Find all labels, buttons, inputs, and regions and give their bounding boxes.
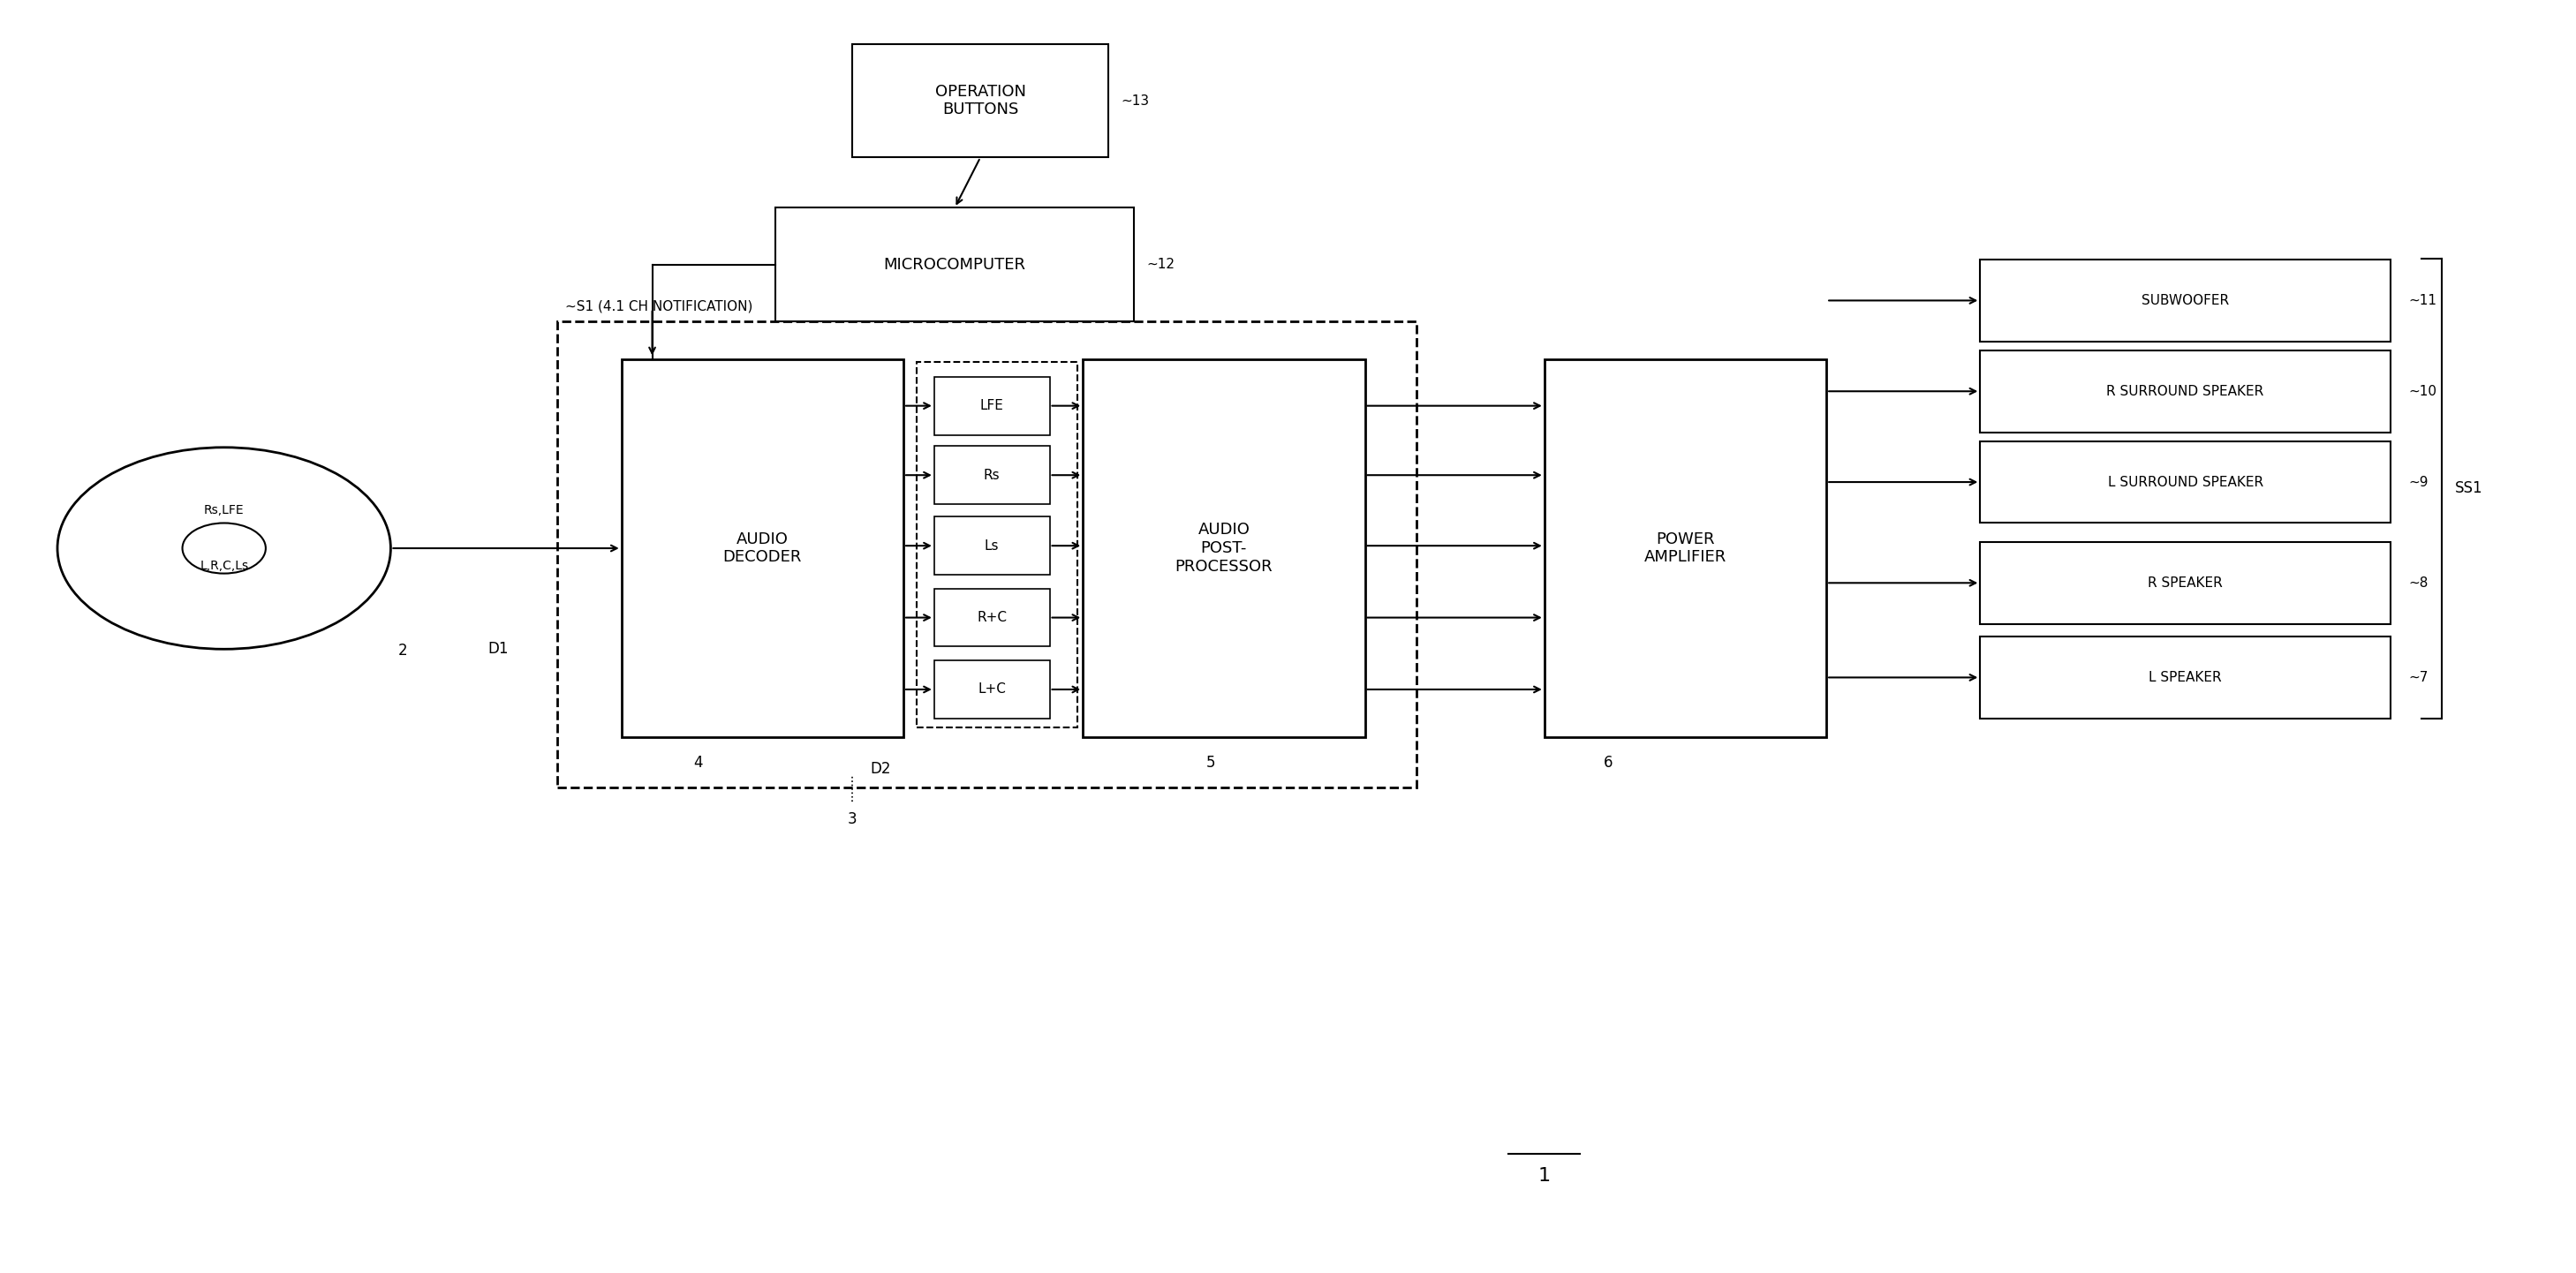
FancyBboxPatch shape — [1082, 359, 1365, 737]
FancyBboxPatch shape — [1546, 359, 1826, 737]
Ellipse shape — [183, 523, 265, 573]
Text: D2: D2 — [871, 761, 891, 777]
FancyBboxPatch shape — [1981, 350, 2391, 433]
FancyBboxPatch shape — [935, 517, 1048, 574]
Text: ~9: ~9 — [2409, 475, 2429, 489]
FancyBboxPatch shape — [775, 207, 1133, 321]
FancyBboxPatch shape — [621, 359, 904, 737]
Text: R SURROUND SPEAKER: R SURROUND SPEAKER — [2107, 384, 2264, 398]
Text: L,R,C,Ls: L,R,C,Ls — [201, 560, 247, 572]
Text: OPERATION
BUTTONS: OPERATION BUTTONS — [935, 84, 1025, 118]
Text: AUDIO
DECODER: AUDIO DECODER — [724, 531, 801, 565]
Text: ~13: ~13 — [1121, 94, 1149, 107]
Text: 4: 4 — [693, 755, 703, 770]
FancyBboxPatch shape — [935, 377, 1048, 435]
Text: SUBWOOFER: SUBWOOFER — [2141, 294, 2228, 307]
Text: Ls: Ls — [984, 538, 999, 552]
Text: 5: 5 — [1206, 755, 1216, 770]
Text: 2: 2 — [399, 643, 407, 658]
Text: D1: D1 — [487, 642, 507, 657]
FancyBboxPatch shape — [935, 446, 1048, 504]
Text: R SPEAKER: R SPEAKER — [2148, 577, 2223, 589]
Text: Rs: Rs — [984, 468, 999, 481]
Text: L SPEAKER: L SPEAKER — [2148, 671, 2221, 684]
Text: L+C: L+C — [979, 682, 1007, 696]
Text: 6: 6 — [1605, 755, 1613, 770]
Text: ~8: ~8 — [2409, 577, 2429, 589]
Text: ~7: ~7 — [2409, 671, 2429, 684]
FancyBboxPatch shape — [1981, 260, 2391, 341]
Text: Rs,LFE: Rs,LFE — [204, 504, 245, 517]
Text: ~12: ~12 — [1146, 258, 1175, 271]
FancyBboxPatch shape — [1981, 440, 2391, 523]
FancyBboxPatch shape — [1981, 636, 2391, 718]
Text: ~S1 (4.1 CH NOTIFICATION): ~S1 (4.1 CH NOTIFICATION) — [564, 299, 752, 313]
Text: LFE: LFE — [979, 400, 1005, 412]
Ellipse shape — [57, 447, 392, 649]
Text: ~11: ~11 — [2409, 294, 2437, 307]
Text: L SURROUND SPEAKER: L SURROUND SPEAKER — [2107, 475, 2264, 489]
Text: SS1: SS1 — [2455, 480, 2483, 496]
Text: 1: 1 — [1538, 1167, 1551, 1185]
Text: AUDIO
POST-
PROCESSOR: AUDIO POST- PROCESSOR — [1175, 522, 1273, 574]
FancyBboxPatch shape — [935, 588, 1048, 647]
FancyBboxPatch shape — [853, 45, 1108, 158]
Text: MICROCOMPUTER: MICROCOMPUTER — [884, 257, 1025, 272]
FancyBboxPatch shape — [935, 661, 1048, 718]
Text: POWER
AMPLIFIER: POWER AMPLIFIER — [1643, 531, 1726, 565]
FancyBboxPatch shape — [1981, 542, 2391, 624]
Text: R+C: R+C — [976, 611, 1007, 624]
Text: 3: 3 — [848, 811, 858, 827]
Text: ~10: ~10 — [2409, 384, 2437, 398]
